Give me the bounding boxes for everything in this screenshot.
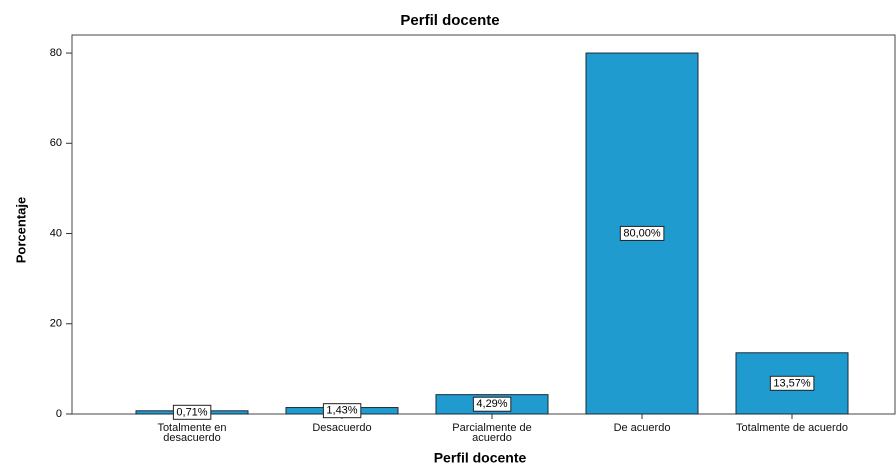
value-label-box (172, 404, 212, 420)
value-label-box (769, 375, 815, 391)
value-label: 0,71% (176, 406, 207, 418)
value-label-box (472, 396, 512, 412)
value-label: 1,43% (326, 405, 357, 417)
value-label-box (322, 403, 362, 419)
x-axis-title: Perfil docente (434, 450, 527, 466)
x-tick-label: Parcialmente de acuerdo (452, 422, 532, 444)
y-tick-label: 60 (50, 137, 62, 149)
chart-title: Perfil docente (400, 12, 499, 29)
x-tick-label: Desacuerdo (312, 422, 372, 434)
x-tick-label: Totalmente de acuerdo (736, 422, 848, 434)
value-label: 4,29% (476, 398, 507, 410)
value-label: 13,57% (773, 377, 811, 389)
y-axis-title: Porcentaje (13, 197, 28, 263)
y-tick-label: 20 (50, 318, 62, 330)
y-tick-label: 40 (50, 227, 62, 239)
x-tick-label: De acuerdo (613, 422, 671, 434)
value-label-box (619, 225, 665, 241)
y-tick-label: 0 (56, 408, 62, 420)
y-tick-label: 80 (50, 47, 62, 59)
x-tick-label: Totalmente en desacuerdo (157, 422, 227, 444)
value-label: 80,00% (623, 227, 661, 239)
bar (735, 352, 849, 415)
plot-frame (71, 34, 896, 415)
